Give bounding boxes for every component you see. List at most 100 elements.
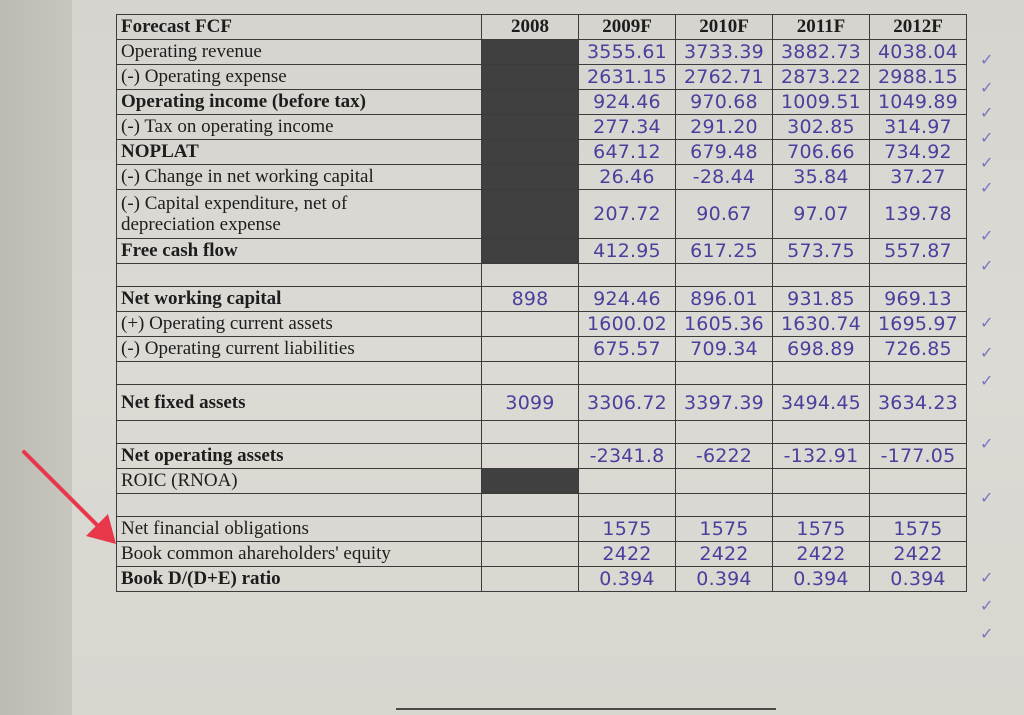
spacer-row [116,263,967,287]
cell-value: 1575 [578,516,676,542]
row-label: NOPLAT [116,139,482,165]
cell-value: -132.91 [772,443,870,469]
check-mark-icon: ✓ [980,596,994,615]
spacer-cell [481,493,579,517]
cell-value: 2762.71 [675,64,773,90]
cell-value: 90.67 [675,189,773,239]
row-label: Net working capital [116,286,482,312]
row-label: ROIC (RNOA) [116,468,482,494]
cell-value: 675.57 [578,336,676,362]
year-2010f: 2010F [675,14,773,40]
row-label: Net financial obligations [116,516,482,542]
spacer-cell [675,493,773,517]
spacer-cell [481,263,579,287]
cell-value: 698.89 [772,336,870,362]
cell-empty [481,336,579,362]
year-2012f: 2012F [869,14,967,40]
row-net-working-capital: Net working capital 898 924.46 896.01 93… [116,286,967,312]
row-operating-current-assets: (+) Operating current assets 1600.02 160… [116,311,967,337]
header-label: Forecast FCF [116,14,482,40]
cell-value: 3494.45 [772,384,870,421]
row-net-financial-obligations: Net financial obligations 1575 1575 1575… [116,516,967,542]
row-book-debt-ratio: Book D/(D+E) ratio 0.394 0.394 0.394 0.3… [116,566,967,592]
check-mark-icon: ✓ [980,50,994,69]
spacer-row [116,493,967,517]
spacer-cell [578,493,676,517]
spacer-cell [869,493,967,517]
cell-value: 706.66 [772,139,870,165]
spacer-cell [772,420,870,444]
cell-value: 679.48 [675,139,773,165]
row-label-line2: depreciation expense [121,214,281,235]
cell-value: -28.44 [675,164,773,190]
cell-empty [869,468,967,494]
cell-value: 1695.97 [869,311,967,337]
cell-value: 647.12 [578,139,676,165]
cell-2008-redacted [481,238,579,264]
cell-2008-redacted [481,468,579,494]
cell-value: 0.394 [772,566,870,592]
cell-empty [578,468,676,494]
cell-value: 734.92 [869,139,967,165]
spacer-cell [675,263,773,287]
row-tax: (-) Tax on operating income 277.34 291.2… [116,114,967,140]
spacer-cell [116,493,482,517]
cell-value: 709.34 [675,336,773,362]
cell-value: 0.394 [578,566,676,592]
row-free-cash-flow: Free cash flow 412.95 617.25 573.75 557.… [116,238,967,264]
cell-2008-redacted [481,64,579,90]
cell-value: 969.13 [869,286,967,312]
row-roic: ROIC (RNOA) [116,468,967,494]
cell-empty [481,516,579,542]
row-label: (-) Change in net working capital [116,164,482,190]
cell-2008-redacted [481,189,579,239]
background-left [0,0,80,715]
red-arrow-icon [22,450,116,544]
row-label: (+) Operating current assets [116,311,482,337]
row-label: Operating revenue [116,39,482,65]
row-noplat: NOPLAT 647.12 679.48 706.66 734.92 [116,139,967,165]
cell-value: 3099 [481,384,579,421]
cell-value: -177.05 [869,443,967,469]
cell-value: 1630.74 [772,311,870,337]
cell-value: 3306.72 [578,384,676,421]
cell-value: 1049.89 [869,89,967,115]
cell-empty [481,443,579,469]
cell-value: 2873.22 [772,64,870,90]
check-mark-icon: ✓ [980,313,994,332]
check-mark-icon: ✓ [980,343,994,362]
check-mark-icon: ✓ [980,153,994,172]
cell-2008-redacted [481,139,579,165]
cell-value: 314.97 [869,114,967,140]
spacer-cell [675,420,773,444]
row-capex: (-) Capital expenditure, net of depreciat… [116,189,967,239]
cell-value: 557.87 [869,238,967,264]
cell-value: 1600.02 [578,311,676,337]
year-2008: 2008 [481,14,579,40]
row-label: Net fixed assets [116,384,482,421]
spacer-cell [116,263,482,287]
check-mark-icon: ✓ [980,103,994,122]
check-mark-icon: ✓ [980,256,994,275]
cell-empty [772,468,870,494]
row-label: Free cash flow [116,238,482,264]
row-operating-current-liabilities: (-) Operating current liabilities 675.57… [116,336,967,362]
spacer-cell [578,263,676,287]
spacer-cell [772,493,870,517]
spacer-cell [869,263,967,287]
row-label: (-) Operating expense [116,64,482,90]
check-mark-icon: ✓ [980,226,994,245]
cell-value: 1575 [675,516,773,542]
cell-value: 2422 [578,541,676,567]
cell-value: 2422 [675,541,773,567]
spacer-cell [772,361,870,385]
cell-value: 726.85 [869,336,967,362]
spacer-row [116,420,967,444]
cell-value: 3733.39 [675,39,773,65]
cell-value: 2631.15 [578,64,676,90]
cell-empty [675,468,773,494]
spacer-cell [116,420,482,444]
cell-value: 4038.04 [869,39,967,65]
cell-value: 898 [481,286,579,312]
cell-value: -2341.8 [578,443,676,469]
